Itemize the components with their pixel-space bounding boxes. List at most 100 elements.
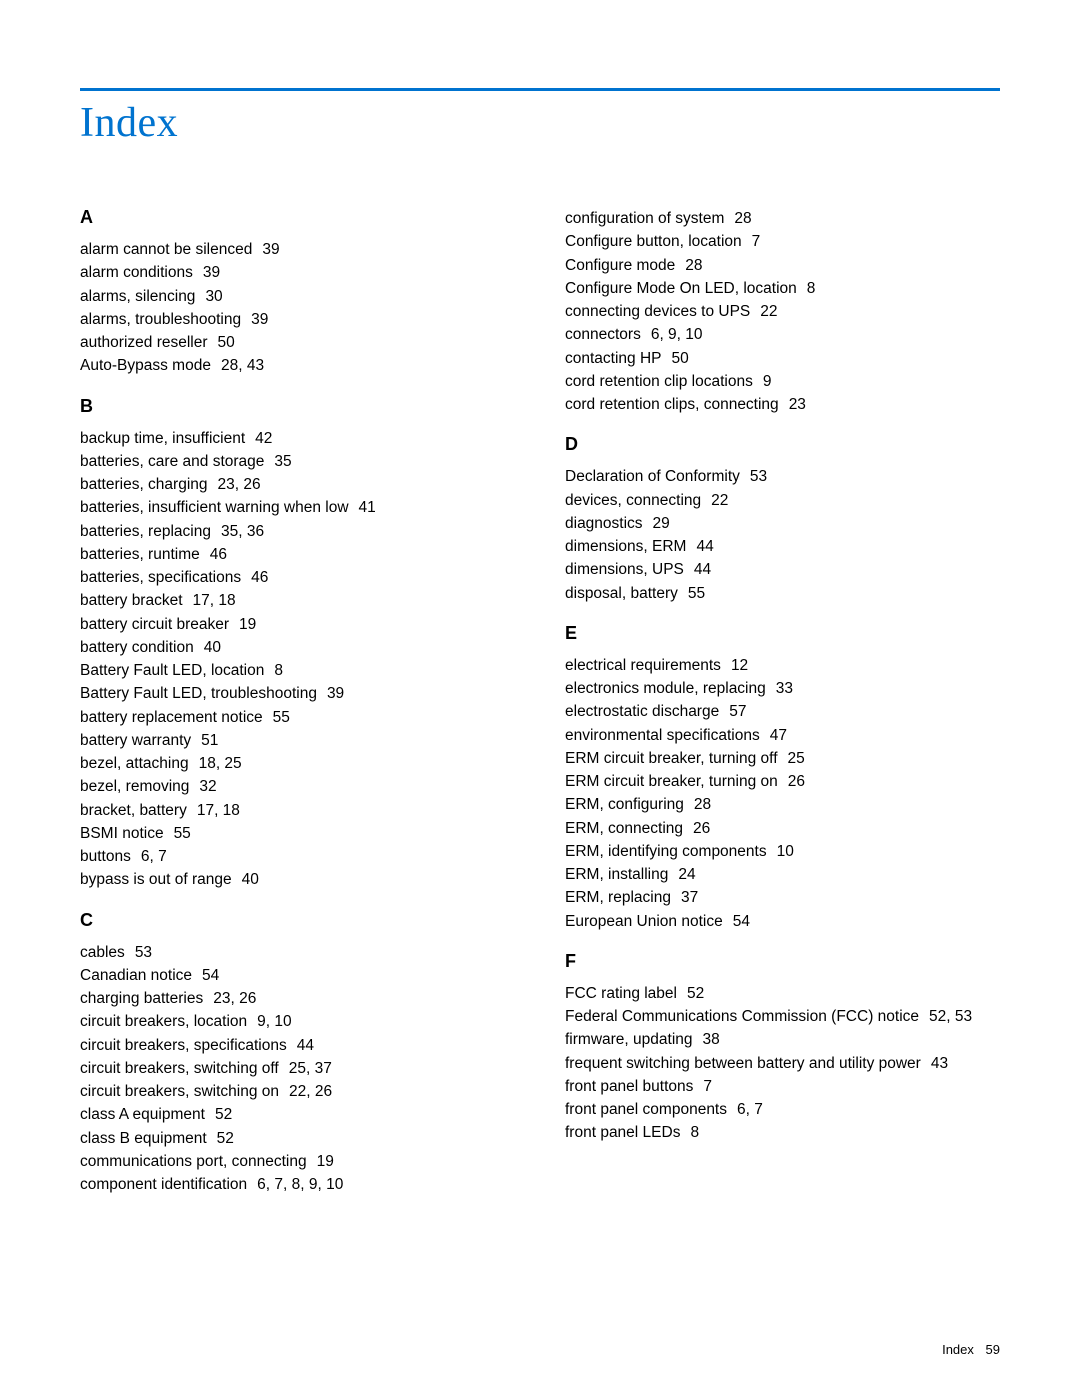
index-entry: batteries, care and storage35	[80, 450, 515, 473]
index-entry-term: electronics module, replacing	[565, 680, 766, 697]
index-entry-pages: 23	[789, 396, 806, 413]
section-letter: C	[80, 910, 515, 931]
index-entry: battery condition 40	[80, 636, 515, 659]
index-entry-pages: 7	[752, 233, 761, 250]
index-entry-term: circuit breakers, location	[80, 1013, 247, 1030]
index-entry-pages: 44	[297, 1037, 314, 1054]
index-entry: bezel, removing32	[80, 775, 515, 798]
index-entry-term: electrical requirements	[565, 657, 721, 674]
index-entry-pages: 54	[733, 913, 750, 930]
index-entry-pages: 41	[359, 499, 376, 516]
index-entry-pages: 22, 26	[289, 1083, 332, 1100]
index-entry-pages: 33	[776, 680, 793, 697]
index-entry: front panel components6, 7	[565, 1098, 1000, 1121]
index-entry: configuration of system28	[565, 207, 1000, 230]
index-entry-term: battery condition	[80, 639, 194, 656]
index-entry-term: electrostatic discharge	[565, 703, 719, 720]
index-entry: dimensions, UPS44	[565, 558, 1000, 581]
index-entry-pages: 57	[729, 703, 746, 720]
index-entry: authorized reseller50	[80, 331, 515, 354]
index-entry: ERM, installing24	[565, 863, 1000, 886]
index-entry-pages: 22	[760, 303, 777, 320]
index-entry-term: Battery Fault LED, troubleshooting	[80, 685, 317, 702]
index-entry: environmental specifications47	[565, 724, 1000, 747]
index-entry-pages: 9, 10	[257, 1013, 291, 1030]
index-entry: ERM, configuring28	[565, 793, 1000, 816]
index-entry-pages: 19	[239, 616, 256, 633]
index-entry-pages: 29	[653, 515, 670, 532]
index-entry: cord retention clip locations9	[565, 370, 1000, 393]
index-entry-term: circuit breakers, specifications	[80, 1037, 287, 1054]
index-entry-pages: 40	[204, 639, 221, 656]
index-entry-term: communications port, connecting	[80, 1153, 307, 1170]
index-entry-term: diagnostics	[565, 515, 643, 532]
index-entry-pages: 35, 36	[221, 523, 264, 540]
index-entry-pages: 19	[317, 1153, 334, 1170]
index-entry-term: Battery Fault LED, location	[80, 662, 264, 679]
index-entry-pages: 51	[201, 732, 218, 749]
index-entry-pages: 8	[807, 280, 816, 297]
index-entry-pages: 8	[274, 662, 283, 679]
index-entry-pages: 8	[690, 1124, 699, 1141]
index-entry-term: Declaration of Conformity	[565, 468, 740, 485]
index-entry: alarm conditions39	[80, 261, 515, 284]
index-entry-term: ERM, connecting	[565, 820, 683, 837]
index-entry-term: component identification	[80, 1176, 247, 1193]
index-entry: battery warranty51	[80, 729, 515, 752]
index-entry-pages: 6, 9, 10	[651, 326, 703, 343]
index-entry: batteries, specifications46	[80, 566, 515, 589]
index-entry-term: ERM, installing	[565, 866, 668, 883]
index-entry-pages: 43	[931, 1055, 948, 1072]
index-entry-pages: 25	[788, 750, 805, 767]
index-entry: batteries, runtime46	[80, 543, 515, 566]
index-entry-term: alarm conditions	[80, 264, 193, 281]
index-entry-pages: 44	[694, 561, 711, 578]
index-entry-term: bezel, removing	[80, 778, 189, 795]
section-letter: E	[565, 623, 1000, 644]
index-entry: European Union notice54	[565, 910, 1000, 933]
index-entry: ERM, connecting26	[565, 817, 1000, 840]
index-entry-pages: 42	[255, 430, 272, 447]
index-entry-pages: 10	[777, 843, 794, 860]
index-entry-term: alarms, troubleshooting	[80, 311, 241, 328]
index-entry-term: front panel buttons	[565, 1078, 693, 1095]
index-entry: circuit breakers, specifications 44	[80, 1034, 515, 1057]
index-entry: dimensions, ERM44	[565, 535, 1000, 558]
index-entry: alarm cannot be silenced39	[80, 238, 515, 261]
index-entry-term: ERM, identifying components	[565, 843, 767, 860]
index-entry-pages: 28, 43	[221, 357, 264, 374]
index-entry-pages: 9	[763, 373, 772, 390]
index-entry: bypass is out of range40	[80, 868, 515, 891]
index-entry: devices, connecting22	[565, 489, 1000, 512]
index-entry-pages: 6, 7, 8, 9, 10	[257, 1176, 343, 1193]
index-entry-term: batteries, replacing	[80, 523, 211, 540]
index-entry: bracket, battery17, 18	[80, 799, 515, 822]
index-entry: connectors6, 9, 10	[565, 323, 1000, 346]
index-entry-term: connecting devices to UPS	[565, 303, 750, 320]
section-letter: F	[565, 951, 1000, 972]
index-entry: Declaration of Conformity53	[565, 465, 1000, 488]
index-entry: backup time, insufficient42	[80, 427, 515, 450]
index-entry: ERM, identifying components 10	[565, 840, 1000, 863]
index-entry-pages: 28	[685, 257, 702, 274]
index-entry-pages: 35	[274, 453, 291, 470]
index-entry-term: circuit breakers, switching on	[80, 1083, 279, 1100]
index-columns: Aalarm cannot be silenced39alarm conditi…	[80, 207, 1000, 1196]
index-entry-pages: 26	[788, 773, 805, 790]
index-entry: battery circuit breaker 19	[80, 613, 515, 636]
index-entry-term: battery circuit breaker	[80, 616, 229, 633]
index-entry: Configure mode28	[565, 254, 1000, 277]
index-entry-term: alarms, silencing	[80, 288, 195, 305]
index-entry-term: front panel components	[565, 1101, 727, 1118]
index-entry-term: battery bracket	[80, 592, 183, 609]
index-entry-pages: 25, 37	[289, 1060, 332, 1077]
index-entry: circuit breakers, switching off25, 37	[80, 1057, 515, 1080]
index-entry: Battery Fault LED, troubleshooting39	[80, 682, 515, 705]
index-entry-pages: 50	[672, 350, 689, 367]
index-entry: class B equipment52	[80, 1127, 515, 1150]
index-entry-term: buttons	[80, 848, 131, 865]
index-entry-pages: 28	[734, 210, 751, 227]
index-entry: BSMI notice55	[80, 822, 515, 845]
index-entry-term: class A equipment	[80, 1106, 205, 1123]
index-entry-pages: 23, 26	[218, 476, 261, 493]
